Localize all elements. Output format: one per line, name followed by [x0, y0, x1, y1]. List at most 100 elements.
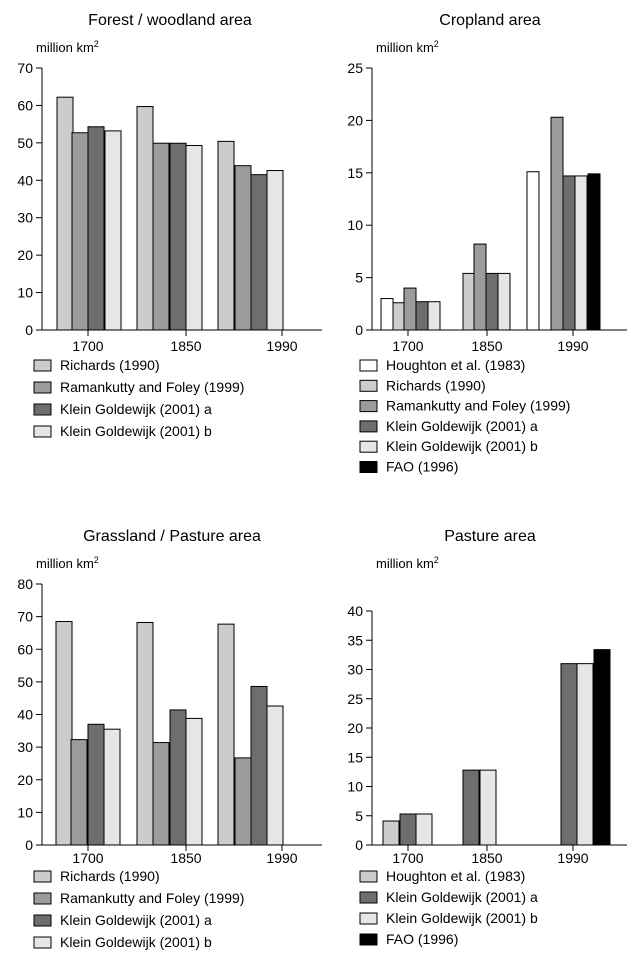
bar: [234, 165, 252, 331]
bar: [250, 685, 268, 846]
legend: Richards (1990) Ramankutty and Foley (199…: [33, 868, 244, 950]
y-axis-label-superscript: 2: [434, 39, 439, 49]
bar: [415, 301, 429, 331]
bar: [55, 621, 73, 846]
x-tick-label: 1990: [266, 850, 297, 866]
bar: [169, 142, 187, 331]
y-tick-label: 0: [355, 322, 363, 338]
legend-swatch: [33, 403, 52, 416]
legend-label: Richards (1990): [60, 357, 160, 373]
bar: [152, 742, 170, 846]
legend-label: Klein Goldewijk (2001) b: [386, 438, 538, 454]
legend-label: Houghton et al. (1983): [386, 357, 525, 373]
bar: [485, 272, 499, 331]
legend-label: Houghton et al. (1983): [386, 868, 525, 884]
bar: [185, 144, 203, 331]
bar: [526, 171, 540, 331]
y-axis-label-text: million km: [36, 40, 94, 55]
y-tick-label: 35: [347, 632, 363, 648]
legend-label: Ramankutty and Foley (1999): [60, 890, 244, 906]
y-tick-label: 20: [347, 112, 363, 128]
y-axis-label-text: million km: [376, 40, 434, 55]
bar: [399, 813, 417, 846]
y-tick-label: 0: [25, 322, 33, 338]
x-tick-label: 1850: [471, 850, 502, 866]
y-tick-label: 50: [17, 674, 33, 690]
y-tick-label: 30: [17, 739, 33, 755]
y-tick-label: 10: [347, 217, 363, 233]
x-tick-label: 1850: [170, 338, 201, 354]
bar: [427, 301, 441, 331]
bar: [473, 243, 487, 331]
x-tick-label: 1990: [557, 338, 588, 354]
bar: [587, 173, 601, 331]
chart-title: Grassland / Pasture area: [83, 528, 261, 545]
bar: [266, 170, 284, 331]
legend-swatch: [359, 420, 378, 433]
y-tick-label: 10: [17, 804, 33, 820]
y-tick-label: 40: [347, 603, 363, 619]
y-tick-label: 25: [347, 60, 363, 76]
legend-swatch: [359, 359, 378, 372]
y-tick-label: 15: [347, 749, 363, 765]
bar: [593, 649, 611, 846]
legend-label: Ramankutty and Foley (1999): [60, 379, 244, 395]
legend-label: Klein Goldewijk (2001) b: [60, 934, 212, 950]
x-tick-label: 1850: [471, 338, 502, 354]
bar: [87, 723, 105, 846]
y-axis-label-text: million km: [376, 556, 434, 571]
legend: Richards (1990) Ramankutty and Foley (199…: [33, 357, 244, 439]
y-tick-label: 40: [17, 172, 33, 188]
legend-label: Ramankutty and Foley (1999): [386, 398, 570, 414]
bar: [185, 717, 203, 846]
bar: [462, 272, 476, 331]
bar: [574, 175, 588, 331]
bar: [104, 130, 122, 331]
legend-swatch: [33, 425, 52, 438]
x-tick-label: 1700: [72, 338, 103, 354]
bar: [56, 96, 74, 331]
y-tick-label: 10: [17, 285, 33, 301]
legend-label: Richards (1990): [60, 868, 160, 884]
legend-swatch: [33, 359, 52, 372]
y-axis-label-superscript: 2: [94, 39, 99, 49]
legend-swatch: [359, 440, 378, 453]
bar: [136, 621, 154, 846]
legend-label: Klein Goldewijk (2001) a: [60, 912, 212, 928]
legend-swatch: [359, 461, 378, 473]
y-tick-label: 25: [347, 691, 363, 707]
bar: [169, 709, 187, 846]
bar: [87, 126, 105, 331]
y-tick-label: 60: [17, 97, 33, 113]
bar: [250, 174, 268, 331]
legend-swatch: [359, 400, 378, 413]
legend-label: Klein Goldewijk (2001) b: [386, 910, 538, 926]
y-tick-label: 50: [17, 135, 33, 151]
bar: [382, 820, 400, 846]
legend-swatch: [33, 936, 52, 949]
bar: [497, 272, 511, 331]
y-axis-label-superscript: 2: [434, 555, 439, 565]
bar: [103, 728, 121, 846]
y-tick-label: 0: [25, 837, 33, 853]
bar: [266, 705, 284, 846]
legend-swatch: [359, 912, 378, 925]
bar: [550, 116, 564, 331]
legend-swatch: [359, 933, 378, 946]
legend-label: Richards (1990): [386, 377, 486, 393]
y-tick-label: 30: [347, 662, 363, 678]
bar: [562, 175, 576, 331]
y-axis-label: million km2: [376, 39, 439, 55]
x-tick-label: 1990: [557, 850, 588, 866]
chart-title: Pasture area: [444, 528, 536, 545]
x-tick-label: 1990: [266, 338, 297, 354]
y-axis-label: million km2: [36, 39, 99, 55]
y-tick-label: 60: [17, 641, 33, 657]
y-tick-label: 5: [355, 270, 363, 286]
legend: Houghton et al. (1983) Richards (1990) Ram…: [359, 357, 570, 475]
y-tick-label: 40: [17, 707, 33, 723]
legend-swatch: [33, 892, 52, 905]
bar: [71, 132, 89, 331]
